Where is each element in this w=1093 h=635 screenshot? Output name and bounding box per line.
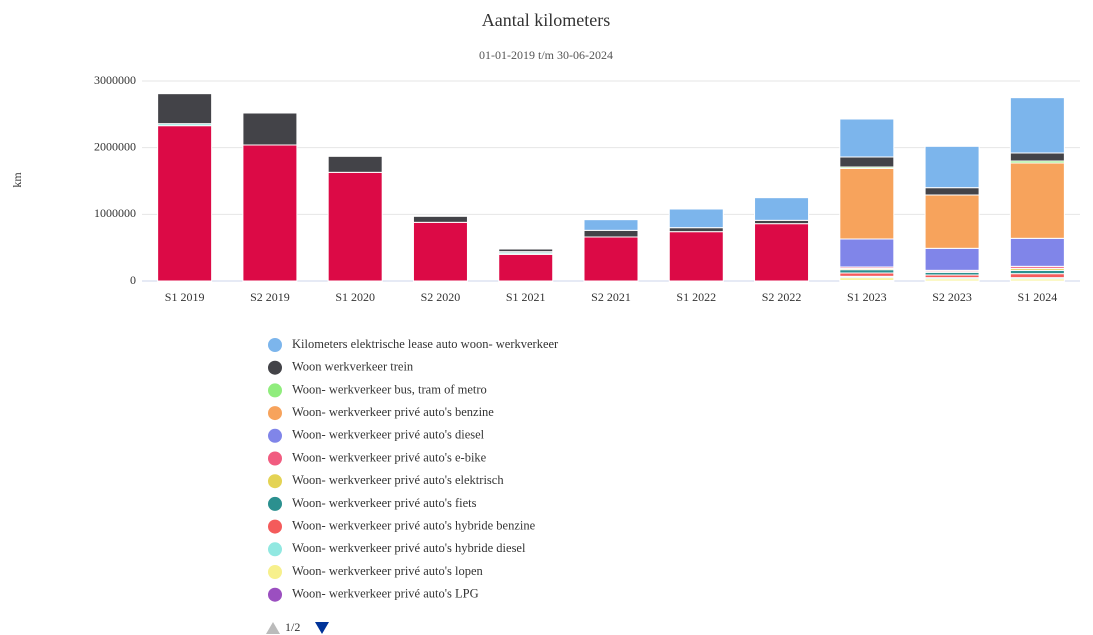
bar-segment (754, 223, 810, 282)
bar-segment (924, 187, 980, 196)
legend-symbol (268, 519, 282, 534)
bar-segment (242, 144, 298, 282)
bar-segment (583, 236, 639, 282)
bar-segment (583, 229, 639, 238)
legend-next[interactable] (315, 622, 329, 634)
x-tick-label: S2 2019 (250, 290, 290, 304)
x-tick-label: S2 2023 (932, 290, 972, 304)
bar-segment (1009, 237, 1065, 267)
legend-symbol (268, 406, 282, 421)
legend-symbol (268, 542, 282, 557)
legend-symbol (268, 360, 282, 375)
legend-label: Woon- werkverkeer privé auto's diesel (292, 428, 485, 442)
x-tick-label: S2 2021 (591, 290, 631, 304)
chart-title: Aantal kilometers (482, 10, 610, 30)
bar-segment (839, 118, 895, 158)
legend-prev[interactable] (266, 622, 280, 634)
bar-segment (1009, 97, 1065, 154)
legend-label: Woon- werkverkeer privé auto's lopen (292, 564, 484, 578)
bar-segment (498, 253, 554, 282)
y-tick-label: 1000000 (94, 206, 136, 220)
bar-segment (924, 145, 980, 189)
legend-symbol (268, 451, 282, 466)
x-tick-label: S1 2024 (1018, 290, 1058, 304)
y-axis-label: km (10, 172, 24, 188)
legend-label: Woon- werkverkeer privé auto's benzine (292, 405, 494, 419)
bar-segment (412, 215, 468, 223)
legend-label: Woon werkverkeer trein (292, 360, 414, 374)
bar-segment (668, 208, 724, 229)
legend-symbol (268, 428, 282, 443)
bar-segment (412, 221, 468, 282)
bar-segment (839, 167, 895, 240)
bar-segment (924, 247, 980, 271)
bar-segment (157, 125, 213, 282)
bar-segment (668, 227, 724, 233)
x-tick-label: S1 2022 (676, 290, 716, 304)
bar-segment (498, 248, 554, 253)
y-tick-label: 0 (130, 273, 136, 287)
bar-segment (1009, 273, 1065, 279)
bar-segment (839, 238, 895, 268)
legend-label: Woon- werkverkeer privé auto's hybride d… (292, 541, 526, 555)
bar-segment (839, 272, 895, 277)
legend-symbol (268, 383, 282, 398)
bar-segment (1009, 162, 1065, 239)
legend-label: Woon- werkverkeer bus, tram of metro (292, 382, 487, 396)
bar-segment (924, 194, 980, 249)
bar-segment (327, 155, 383, 173)
x-tick-label: S1 2023 (847, 290, 887, 304)
legend-page: 1/2 (285, 620, 300, 634)
legend-symbol (268, 587, 282, 602)
chart-subtitle: 01-01-2019 t/m 30-06-2024 (479, 48, 613, 62)
legend-label: Woon- werkverkeer privé auto's elektrisc… (292, 473, 504, 487)
bar-segment (754, 197, 810, 221)
legend-label: Kilometers elektrische lease auto woon- … (292, 337, 559, 351)
legend-label: Woon- werkverkeer privé auto's fiets (292, 496, 477, 510)
bar-segment (242, 112, 298, 146)
bar-segment (839, 156, 895, 168)
bar-segment (327, 171, 383, 282)
bar-segment (583, 219, 639, 231)
legend-label: Woon- werkverkeer privé auto's LPG (292, 587, 479, 601)
y-tick-label: 2000000 (94, 139, 136, 153)
x-tick-label: S1 2021 (506, 290, 546, 304)
x-tick-label: S1 2020 (335, 290, 375, 304)
bar-segment (668, 231, 724, 282)
x-tick-label: S1 2019 (165, 290, 205, 304)
bar-segment (157, 93, 213, 125)
legend-symbol (268, 565, 282, 579)
legend-symbol (268, 474, 282, 489)
legend-label: Woon- werkverkeer privé auto's hybride b… (292, 518, 536, 532)
x-tick-label: S2 2020 (421, 290, 461, 304)
y-tick-label: 3000000 (94, 73, 136, 87)
x-tick-label: S2 2022 (762, 290, 802, 304)
legend-symbol (268, 496, 282, 511)
bar-segment (1009, 152, 1065, 162)
legend-label: Woon- werkverkeer privé auto's e-bike (292, 450, 487, 464)
legend-symbol (268, 338, 282, 352)
